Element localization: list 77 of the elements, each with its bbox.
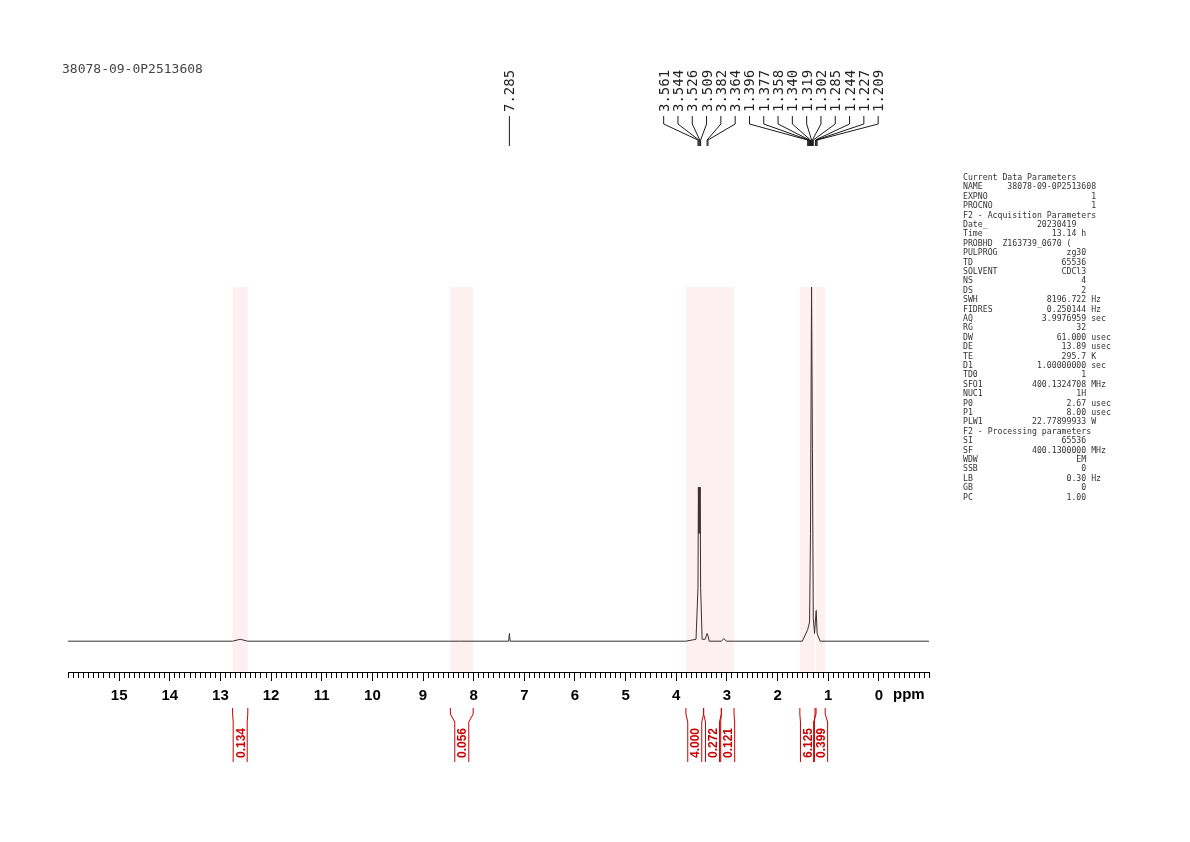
x-tick-label: 7 <box>520 685 529 703</box>
x-tick-label: 9 <box>418 685 428 703</box>
x-tick-label: 14 <box>161 685 179 703</box>
band-label: 0.056 <box>455 727 470 758</box>
text: SF 400.1300000 MHz <box>963 444 1107 455</box>
annotation: 3.526 <box>684 69 701 112</box>
text: GB 0 <box>963 482 1087 493</box>
text: SFO1 400.1324708 MHz <box>963 378 1107 389</box>
text: Time 13.14 h <box>963 228 1087 239</box>
text: NAME 38078-09-0P2513608 <box>963 181 1097 192</box>
x-tick-label: 1 <box>824 685 833 703</box>
text: F2 - Acquisition Parameters <box>963 209 1097 220</box>
x-tick-label: 15 <box>110 685 128 703</box>
chart-title: 38078-09-0P2513608 <box>62 61 203 76</box>
annotation: 1.285 <box>827 69 844 112</box>
text: DE 13.89 usec <box>963 341 1111 352</box>
text: FIDRES 0.250144 Hz <box>963 303 1102 314</box>
annotation: 1.377 <box>755 69 772 112</box>
text: TD0 1 <box>963 369 1087 380</box>
x-axis-title: ppm <box>893 685 925 702</box>
x-tick-label: 10 <box>364 685 381 703</box>
text: PC 1.00 <box>963 491 1087 502</box>
annotation: 1.396 <box>741 69 758 112</box>
text: SWH 8196.722 Hz <box>963 294 1102 305</box>
text: DW 61.000 usec <box>963 331 1111 342</box>
text: F2 - Processing parameters <box>963 425 1092 436</box>
annotation: 1.302 <box>812 69 829 112</box>
text: P1 8.00 usec <box>963 407 1111 417</box>
x-tick-label: 12 <box>262 685 280 703</box>
text: Current Data Parameters <box>963 172 1077 182</box>
annotation: 3.544 <box>669 69 686 112</box>
text: SSB 0 <box>963 463 1087 474</box>
x-tick-label: 8 <box>469 685 478 703</box>
text: PROCNO 1 <box>963 200 1097 211</box>
text: EXPNO 1 <box>963 190 1097 201</box>
band-label: 0.134 <box>233 727 248 758</box>
text: P0 2.67 usec <box>963 397 1111 408</box>
annotation: 1.209 <box>870 69 887 112</box>
x-tick-label: 2 <box>773 685 782 703</box>
annotation: 1.244 <box>841 69 858 112</box>
band-label: 0.121 <box>721 727 736 758</box>
x-tick-label: 3 <box>722 685 732 703</box>
annotation: 3.509 <box>698 69 715 112</box>
text: AQ 3.9976959 sec <box>963 313 1107 323</box>
annotation: 3.382 <box>712 69 729 112</box>
annotation: 1.340 <box>784 69 801 112</box>
x-tick-label: 13 <box>212 685 229 703</box>
text: NUC1 1H <box>963 388 1087 399</box>
text: LB 0.30 Hz <box>963 472 1102 483</box>
x-tick-label: 0 <box>874 685 884 703</box>
text: DS 2 <box>963 284 1087 295</box>
text: RG 32 <box>963 322 1087 333</box>
annotation: 1.358 <box>770 69 787 112</box>
text: PLW1 22.77899933 W <box>963 416 1097 427</box>
text: PROBHD Z163739_0670 ( <box>963 237 1072 248</box>
text: Date_ 20230419 <box>963 219 1077 229</box>
text: WDW EM <box>963 454 1087 464</box>
band-label: 6.125 <box>800 727 815 758</box>
text: SI 65536 <box>963 435 1087 446</box>
band-label: 4.000 <box>688 727 703 758</box>
annotation: 1.227 <box>855 69 872 112</box>
text: SOLVENT CDCl3 <box>963 266 1087 276</box>
annotation: 7.285 <box>501 69 518 112</box>
annotation: 3.561 <box>655 69 672 112</box>
x-tick-label: 11 <box>313 685 330 703</box>
band-label: 0.272 <box>705 727 720 758</box>
x-tick-label: 6 <box>570 685 580 703</box>
x-tick-label: 4 <box>672 685 682 703</box>
text: TE 295.7 K <box>963 350 1097 361</box>
annotation: 3.364 <box>727 69 744 112</box>
text: NS 4 <box>963 275 1087 286</box>
band-label: 0.399 <box>814 727 829 758</box>
x-tick-label: 5 <box>621 685 630 703</box>
text: TD 65536 <box>963 256 1087 267</box>
text: D1 1.00000000 sec <box>963 360 1107 370</box>
annotation: 1.319 <box>798 69 815 112</box>
text: PULPROG zg30 <box>963 247 1087 258</box>
